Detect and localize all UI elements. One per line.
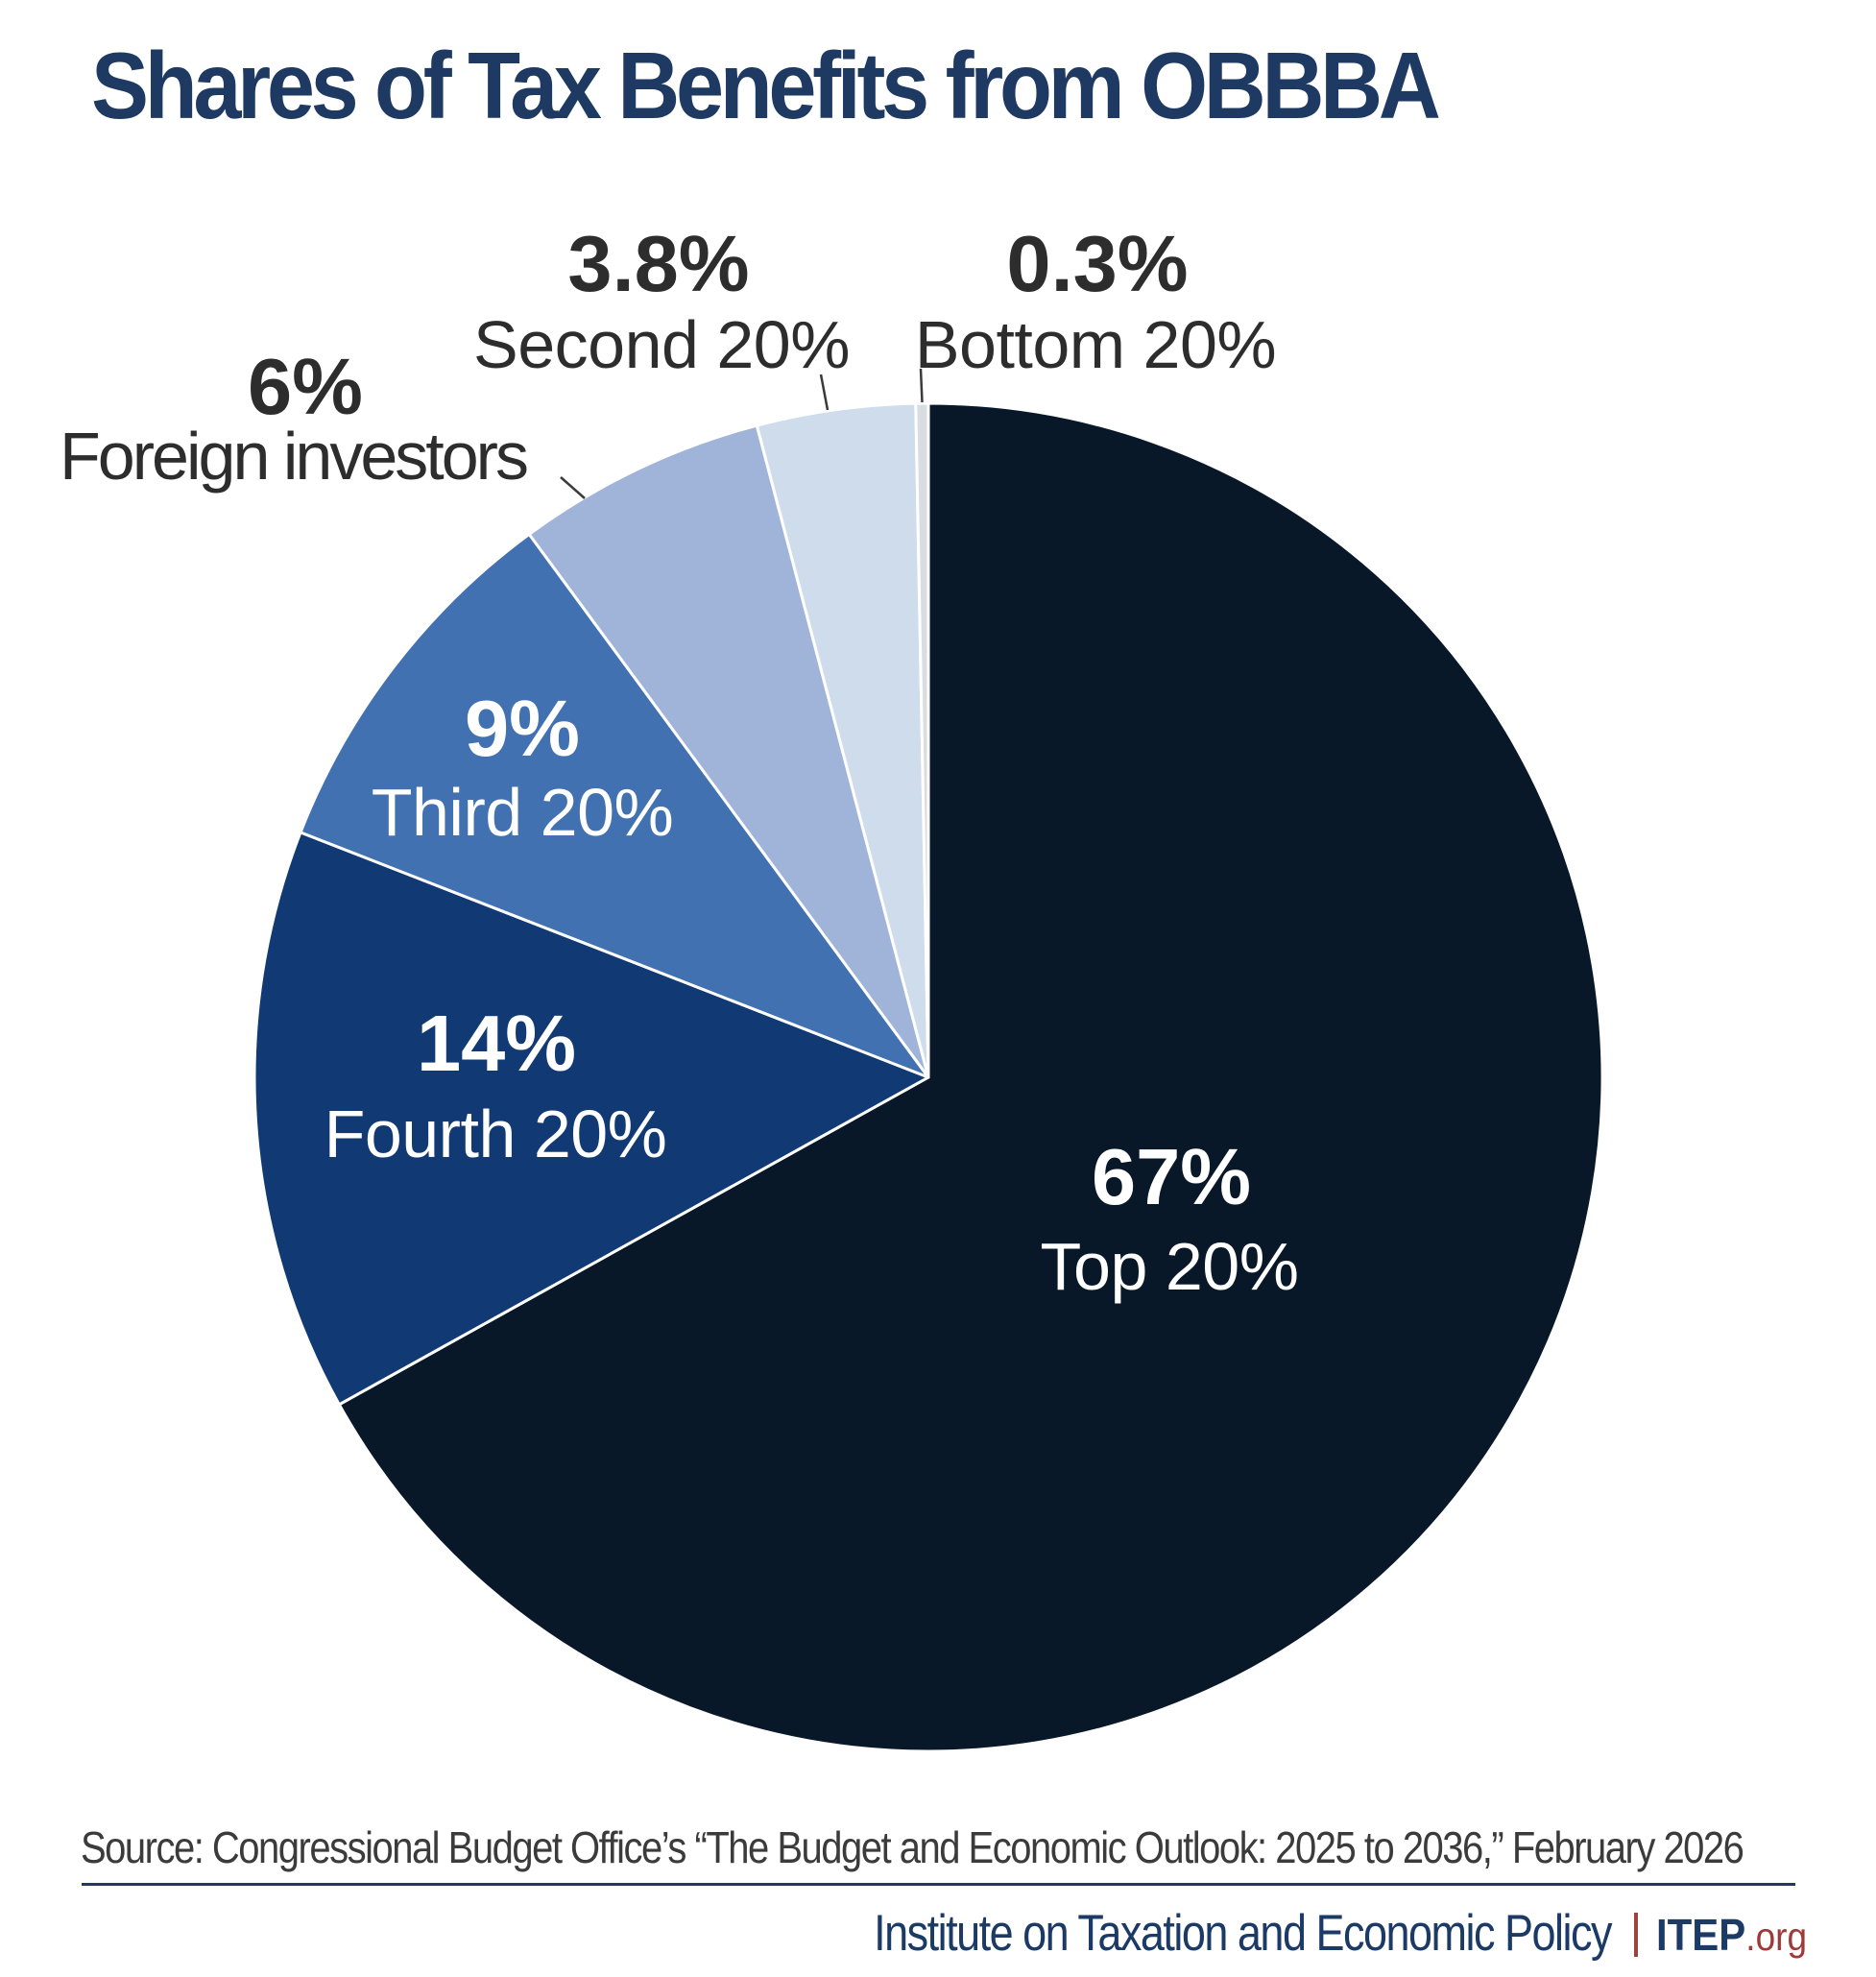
svg-text:Second 20%: Second 20% [473,307,850,382]
svg-text:ITEP.org: ITEP.org [1656,1911,1807,1960]
svg-text:Institute on Taxation and Econ: Institute on Taxation and Economic Polic… [874,1905,1613,1962]
svg-text:14%: 14% [417,999,576,1088]
svg-text:3.8%: 3.8% [567,219,749,308]
svg-text:0.3%: 0.3% [1006,219,1188,308]
svg-text:Shares of Tax Benefits from OB: Shares of Tax Benefits from OBBBA [91,33,1439,137]
svg-text:Top 20%: Top 20% [1041,1229,1299,1304]
svg-text:Foreign investors: Foreign investors [60,419,527,494]
svg-text:9%: 9% [465,684,580,773]
svg-text:67%: 67% [1092,1132,1251,1221]
svg-text:Source: Congressional Budget O: Source: Congressional Budget Office’s “T… [81,1823,1744,1872]
svg-text:6%: 6% [248,342,363,431]
svg-text:Bottom 20%: Bottom 20% [915,307,1276,382]
svg-text:Fourth 20%: Fourth 20% [325,1097,667,1171]
svg-text:Third 20%: Third 20% [372,775,674,850]
